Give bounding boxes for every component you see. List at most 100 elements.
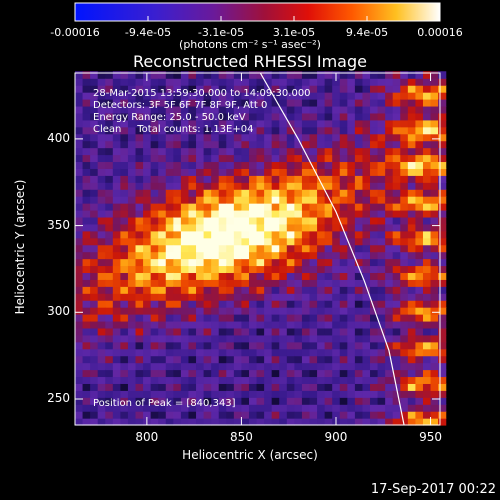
heatmap-cell <box>309 92 318 100</box>
heatmap-cell <box>196 320 205 329</box>
heatmap-cell <box>75 140 84 149</box>
heatmap-cell <box>218 355 227 364</box>
heatmap-cell <box>377 320 386 329</box>
heatmap-cell <box>286 390 295 398</box>
heatmap-cell <box>422 85 432 93</box>
heatmap-cell <box>377 154 386 163</box>
heatmap-cell <box>120 334 129 343</box>
heatmap-cell <box>196 327 205 336</box>
heatmap-cell <box>218 411 227 419</box>
heatmap-cell <box>120 71 129 79</box>
heatmap-cell <box>430 314 439 322</box>
heatmap-cell <box>165 355 174 364</box>
heatmap-cell <box>127 300 137 308</box>
heatmap-cell <box>196 265 205 274</box>
heatmap-cell <box>173 244 182 253</box>
heatmap-cell <box>105 411 114 419</box>
heatmap-cell <box>188 161 197 169</box>
heatmap-cell <box>354 334 364 343</box>
heatmap-cell <box>143 314 152 322</box>
heatmap-cell <box>196 244 205 253</box>
heatmap-cell <box>264 251 273 260</box>
heatmap-cell <box>264 154 273 163</box>
heatmap-cell <box>286 223 295 232</box>
heatmap-cell <box>203 154 212 163</box>
x-tick-label: 800 <box>135 430 159 444</box>
heatmap-cell <box>226 320 235 329</box>
heatmap-cell <box>385 320 394 329</box>
heatmap-cell <box>370 237 379 246</box>
heatmap-cell <box>385 397 394 405</box>
heatmap-cell <box>120 119 129 128</box>
heatmap-cell <box>233 397 243 405</box>
heatmap-cell <box>241 307 250 315</box>
heatmap-cell <box>392 99 401 107</box>
heatmap-cell <box>143 383 152 391</box>
heatmap-cell <box>211 320 220 329</box>
heatmap-cell <box>218 251 227 260</box>
heatmap-cell <box>203 369 212 378</box>
heatmap-cell <box>241 154 250 163</box>
heatmap-cell <box>135 279 144 287</box>
heatmap-cell <box>112 293 121 301</box>
heatmap-cell <box>264 265 273 274</box>
heatmap-cell <box>362 147 371 156</box>
heatmap-cell <box>317 362 326 371</box>
heatmap-cell <box>407 307 417 315</box>
heatmap-cell <box>75 133 84 142</box>
heatmap-cell <box>438 362 447 371</box>
heatmap-cell <box>127 85 137 93</box>
heatmap-cell <box>317 189 326 197</box>
heatmap-cell <box>203 85 212 93</box>
heatmap-cell <box>127 161 137 169</box>
heatmap-cell <box>135 397 144 405</box>
heatmap-cell <box>392 265 401 274</box>
heatmap-cell <box>339 397 348 405</box>
heatmap-cell <box>317 85 326 93</box>
heatmap-cell <box>248 369 258 378</box>
heatmap-cell <box>385 175 394 183</box>
heatmap-cell <box>158 216 167 225</box>
heatmap-cell <box>317 230 326 239</box>
heatmap-cell <box>324 411 333 419</box>
heatmap-cell <box>362 334 371 343</box>
heatmap-cell <box>226 216 235 225</box>
heatmap-cell <box>438 265 447 274</box>
heatmap-cell <box>317 237 326 246</box>
heatmap-cell <box>150 376 159 384</box>
heatmap-cell <box>286 203 295 211</box>
heatmap-cell <box>385 411 394 419</box>
heatmap-cell <box>301 209 311 218</box>
heatmap-cell <box>370 369 379 378</box>
heatmap-cell <box>241 293 250 301</box>
heatmap-cell <box>385 105 394 114</box>
heatmap-cell <box>430 362 439 371</box>
heatmap-cell <box>241 383 250 391</box>
heatmap-cell <box>264 383 273 391</box>
heatmap-cell <box>339 293 348 301</box>
heatmap-cell <box>438 182 447 190</box>
heatmap-cell <box>415 133 424 142</box>
heatmap-cell <box>294 265 303 274</box>
heatmap-cell <box>264 119 273 128</box>
heatmap-cell <box>309 105 318 114</box>
heatmap-cell <box>438 348 447 357</box>
heatmap-cell <box>377 411 386 419</box>
heatmap-cell <box>203 334 212 343</box>
heatmap-cell <box>173 327 182 336</box>
heatmap-cell <box>422 314 432 322</box>
heatmap-cell <box>264 209 273 218</box>
heatmap-cell <box>377 196 386 204</box>
heatmap-cell <box>211 237 220 246</box>
heatmap-cell <box>218 244 227 253</box>
heatmap-cell <box>120 411 129 419</box>
heatmap-cell <box>158 397 167 405</box>
heatmap-cell <box>143 251 152 260</box>
heatmap-cell <box>158 147 167 156</box>
heatmap-cell <box>127 196 137 204</box>
heatmap-cell <box>301 314 311 322</box>
heatmap-cell <box>430 119 439 128</box>
heatmap-cell <box>422 105 432 114</box>
heatmap-cell <box>370 390 379 398</box>
heatmap-cell <box>90 376 99 384</box>
